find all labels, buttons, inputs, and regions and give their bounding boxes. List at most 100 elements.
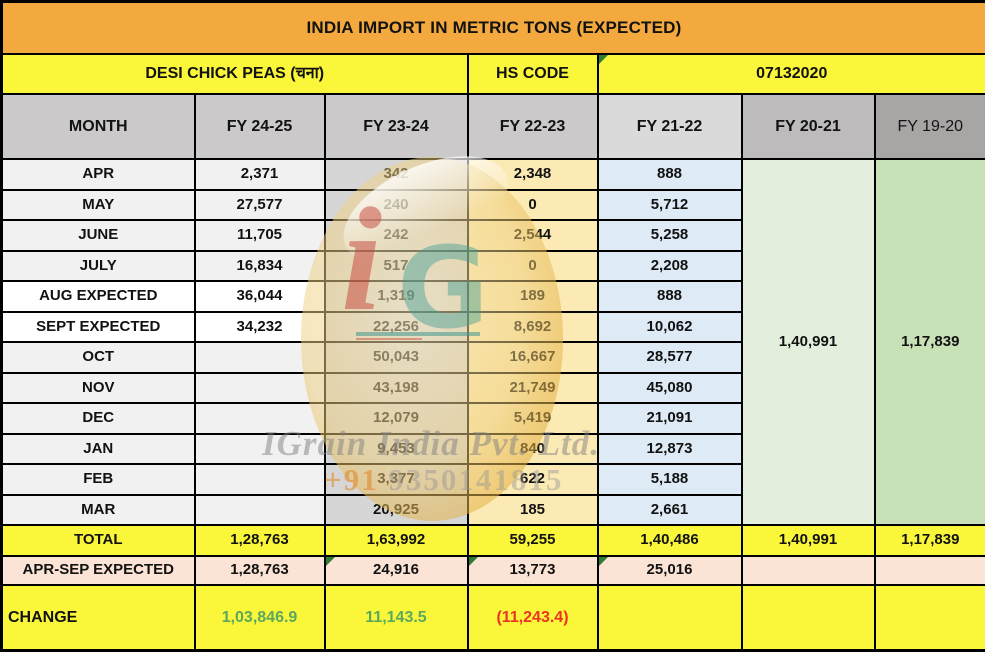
value-cell: 888 [596, 280, 743, 313]
value-cell: 2,348 [466, 158, 599, 191]
value-cell [193, 341, 326, 374]
value-cell: 888 [596, 158, 743, 191]
month-cell: DEC [0, 402, 196, 435]
fy20-21-merged-total: 1,40,991 [740, 158, 876, 527]
month-cell: AUG EXPECTED [0, 280, 196, 313]
value-cell: 2,371 [193, 158, 326, 191]
month-cell: JAN [0, 432, 196, 466]
apr-sep-value: 25,016 [596, 554, 743, 587]
apr-sep-value: 13,773 [466, 554, 599, 587]
change-value: 1,03,846.9 [193, 584, 326, 652]
value-cell [193, 463, 326, 496]
value-cell [193, 432, 326, 466]
value-cell: 20,925 [323, 493, 469, 527]
month-cell: MAR [0, 493, 196, 527]
value-cell [193, 371, 326, 405]
col-header-fy23-24: FY 23-24 [323, 93, 469, 161]
month-cell: SEPT EXPECTED [0, 310, 196, 344]
value-cell: 185 [466, 493, 599, 527]
total-label: TOTAL [0, 524, 196, 557]
value-cell: 2,661 [596, 493, 743, 527]
hs-code-label: HS CODE [466, 53, 599, 96]
change-value [596, 584, 743, 652]
hs-code-value: 07132020 [596, 53, 985, 96]
col-header-fy19-20: FY 19-20 [873, 93, 985, 161]
change-value [740, 584, 876, 652]
apr-sep-value: 1,28,763 [193, 554, 326, 587]
total-value: 1,17,839 [873, 524, 985, 557]
value-cell: 12,873 [596, 432, 743, 466]
table-title: INDIA IMPORT IN METRIC TONS (EXPECTED) [0, 0, 985, 56]
value-cell: 16,834 [193, 249, 326, 283]
value-cell: 27,577 [193, 188, 326, 222]
value-cell: 5,419 [466, 402, 599, 435]
total-value: 1,40,486 [596, 524, 743, 557]
change-value: (11,243.4) [466, 584, 599, 652]
apr-sep-expected-row: APR-SEP EXPECTED 1,28,763 24,916 13,773 … [0, 554, 985, 587]
value-cell: 43,198 [323, 371, 469, 405]
value-cell: 5,712 [596, 188, 743, 222]
value-cell: 8,692 [466, 310, 599, 344]
change-label: CHANGE [0, 584, 196, 652]
value-cell: 28,577 [596, 341, 743, 374]
month-cell: FEB [0, 463, 196, 496]
col-header-fy22-23: FY 22-23 [466, 93, 599, 161]
month-cell: JULY [0, 249, 196, 283]
month-cell: JUNE [0, 219, 196, 252]
value-cell: 240 [323, 188, 469, 222]
value-cell: 5,188 [596, 463, 743, 496]
change-value [873, 584, 985, 652]
value-cell: 50,043 [323, 341, 469, 374]
value-cell: 36,044 [193, 280, 326, 313]
value-cell: 45,080 [596, 371, 743, 405]
col-header-month: MONTH [0, 93, 196, 161]
total-value: 1,63,992 [323, 524, 469, 557]
column-header-row: MONTH FY 24-25 FY 23-24 FY 22-23 FY 21-2… [0, 93, 985, 161]
value-cell: 2,208 [596, 249, 743, 283]
apr-sep-label: APR-SEP EXPECTED [0, 554, 196, 587]
value-cell: 0 [466, 249, 599, 283]
value-cell: 5,258 [596, 219, 743, 252]
month-cell: NOV [0, 371, 196, 405]
total-row: TOTAL 1,28,763 1,63,992 59,255 1,40,486 … [0, 524, 985, 557]
col-header-fy20-21: FY 20-21 [740, 93, 876, 161]
apr-sep-value: 24,916 [323, 554, 469, 587]
table-row-apr: APR 2,371 342 2,348 888 1,40,991 1,17,83… [0, 158, 985, 527]
value-cell: 22,256 [323, 310, 469, 344]
value-cell: 1,319 [323, 280, 469, 313]
value-cell: 12,079 [323, 402, 469, 435]
value-cell: 242 [323, 219, 469, 252]
value-cell: 342 [323, 158, 469, 191]
value-cell: 9,453 [323, 432, 469, 466]
value-cell: 21,749 [466, 371, 599, 405]
change-value: 11,143.5 [323, 584, 469, 652]
apr-sep-value [740, 554, 876, 587]
value-cell: 2,544 [466, 219, 599, 252]
total-value: 59,255 [466, 524, 599, 557]
month-cell: MAY [0, 188, 196, 222]
commodity-name: DESI CHICK PEAS (चना) [0, 53, 469, 96]
total-value: 1,28,763 [193, 524, 326, 557]
fy19-20-merged-total: 1,17,839 [873, 158, 985, 527]
value-cell: 517 [323, 249, 469, 283]
value-cell: 10,062 [596, 310, 743, 344]
value-cell [193, 493, 326, 527]
month-cell: OCT [0, 341, 196, 374]
value-cell: 34,232 [193, 310, 326, 344]
total-value: 1,40,991 [740, 524, 876, 557]
value-cell: 840 [466, 432, 599, 466]
apr-sep-value [873, 554, 985, 587]
value-cell: 11,705 [193, 219, 326, 252]
value-cell [193, 402, 326, 435]
value-cell: 622 [466, 463, 599, 496]
col-header-fy24-25: FY 24-25 [193, 93, 326, 161]
value-cell: 3,377 [323, 463, 469, 496]
value-cell: 0 [466, 188, 599, 222]
value-cell: 21,091 [596, 402, 743, 435]
value-cell: 189 [466, 280, 599, 313]
col-header-fy21-22: FY 21-22 [596, 93, 743, 161]
change-row: CHANGE 1,03,846.9 11,143.5 (11,243.4) [0, 584, 985, 652]
month-cell: APR [0, 158, 196, 191]
